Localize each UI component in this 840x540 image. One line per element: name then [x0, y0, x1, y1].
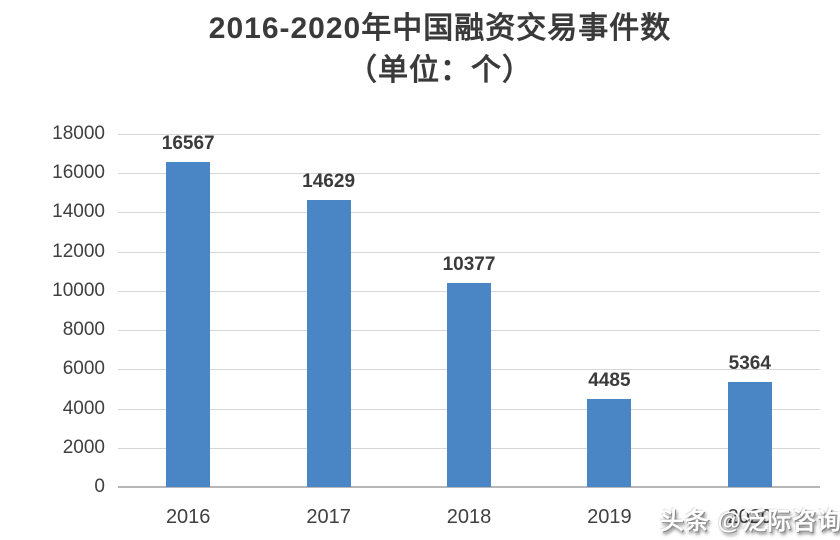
x-axis-tick-label: 2019: [587, 506, 632, 528]
bar-2019: [587, 399, 632, 487]
bar-value-label: 10377: [442, 254, 496, 276]
y-axis-tick-label: 16000: [52, 162, 105, 184]
y-axis-tick-label: 0: [94, 476, 105, 497]
x-axis-line: [118, 486, 820, 488]
y-axis-tick-label: 18000: [52, 123, 105, 144]
bar-2020: [727, 381, 772, 487]
bar-value-label: 4485: [588, 370, 631, 392]
x-axis-tick-label: 2018: [446, 506, 492, 528]
gridline: [118, 173, 820, 175]
y-axis-tick-label: 6000: [62, 358, 105, 380]
bar-2017: [306, 200, 351, 487]
y-axis-tick-label: 4000: [62, 397, 105, 419]
bar-value-label: 14629: [302, 171, 356, 193]
gridline: [118, 251, 820, 253]
x-axis-tick-label: 2017: [306, 506, 351, 528]
y-axis-tick-label: 2000: [62, 436, 105, 458]
y-axis-tick-label: 10000: [52, 279, 105, 301]
bar-value-label: 16567: [161, 133, 215, 155]
x-axis-tick-label: 2016: [165, 506, 211, 528]
chart-title: 2016-2020年中国融资交易事件数 （单位：个）: [40, 8, 840, 92]
y-axis-tick-label: 12000: [52, 240, 105, 262]
chart-title-line1: 2016-2020年中国融资交易事件数: [208, 12, 672, 45]
y-axis-tick-label: 14000: [52, 201, 105, 223]
gridline: [118, 212, 820, 214]
x-axis-tick-label: 2020: [727, 506, 773, 528]
bar-2018: [447, 283, 491, 487]
bar-value-label: 5364: [728, 352, 771, 374]
chart-title-line2: （单位：个）: [347, 54, 533, 87]
gridline: [118, 134, 820, 135]
bar-2016: [166, 162, 211, 487]
y-axis-tick-label: 8000: [62, 319, 105, 341]
watermark: 头条 @泛际咨询: [660, 508, 840, 535]
